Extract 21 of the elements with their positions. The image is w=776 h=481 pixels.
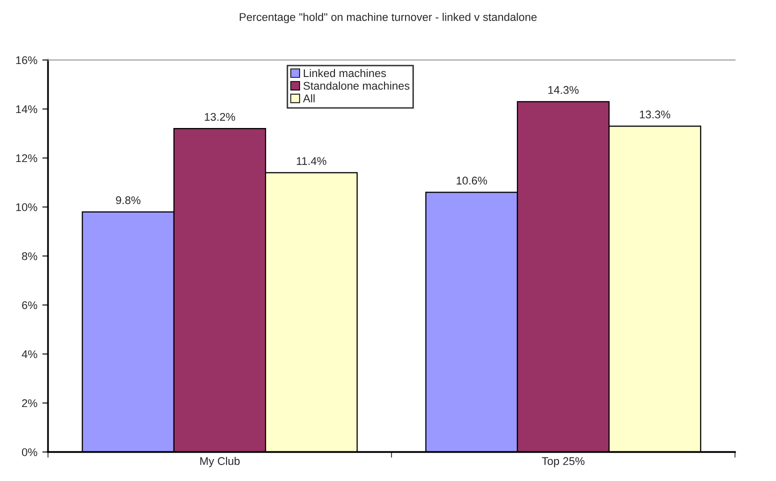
y-tick-label: 10% xyxy=(16,203,38,212)
legend-label: Linked machines xyxy=(304,68,386,78)
y-tick-label: 0% xyxy=(22,448,38,456)
y-tick-label: 16% xyxy=(16,56,38,64)
chart-title: Percentage "hold" on machine turnover - linked v standalone xyxy=(240,12,537,24)
data-label: 9.8% xyxy=(116,196,140,204)
y-tick-label: 8% xyxy=(22,252,38,260)
data-label: 14.3% xyxy=(548,86,579,94)
data-label: 13.3% xyxy=(640,110,670,118)
data-label: 10.6% xyxy=(456,176,488,185)
legend-label: Standalone machines xyxy=(303,82,410,90)
data-label: 11.4% xyxy=(296,157,326,165)
y-tick-label: 4% xyxy=(22,350,38,358)
x-tick-label: Top 25% xyxy=(542,457,584,468)
y-tick-label: 2% xyxy=(22,399,38,408)
data-label: 13.2% xyxy=(204,112,236,121)
x-tick-label: My Club xyxy=(200,456,240,468)
y-tick-label: 14% xyxy=(16,105,38,114)
legend-label: All xyxy=(302,94,315,102)
y-tick-label: 12% xyxy=(16,154,38,162)
y-tick-label: 6% xyxy=(22,301,38,310)
